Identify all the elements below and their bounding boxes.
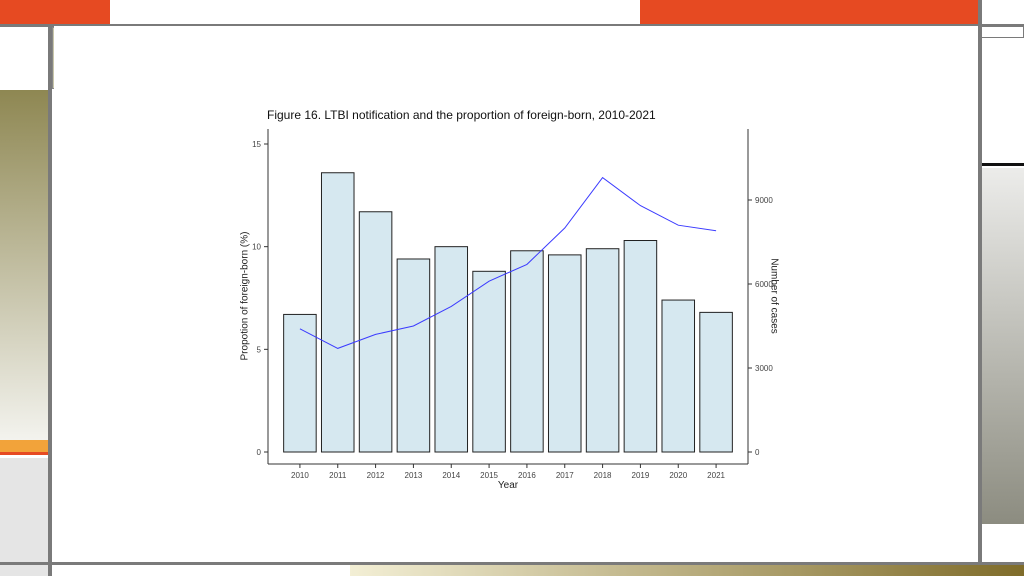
bar xyxy=(472,270,506,453)
y-tick-label-right: 3000 xyxy=(755,364,773,373)
bar xyxy=(623,240,658,453)
bottom-gradient-bar xyxy=(350,565,1024,576)
y-tick-label-right: 6000 xyxy=(755,280,773,289)
bar xyxy=(547,254,582,453)
x-tick-label: 2020 xyxy=(669,471,687,480)
bar xyxy=(283,313,317,453)
y-tick-label-left: 5 xyxy=(257,345,262,354)
y-tick-label-left: 15 xyxy=(252,140,261,149)
right-gradient-strip xyxy=(982,168,1024,524)
bar xyxy=(699,311,733,453)
x-tick-label: 2011 xyxy=(329,471,347,480)
bar xyxy=(434,246,469,453)
x-tick-label: 2012 xyxy=(367,471,385,480)
left-gradient-strip xyxy=(0,90,48,440)
y-tick-label-left: 0 xyxy=(257,448,262,457)
y-axis-right-label: Number of cases xyxy=(768,258,780,334)
y-tick-label-right: 0 xyxy=(755,448,760,457)
left-bottom-gray-block xyxy=(0,458,48,576)
bottom-gray-rule xyxy=(0,562,1024,565)
y-axis-left-label: Propotion of foreign-born (%) xyxy=(239,231,251,361)
bar xyxy=(585,248,620,453)
y-tick-label-left: 10 xyxy=(252,243,261,252)
x-tick-label: 2019 xyxy=(632,471,650,480)
chart-title: Figure 16. LTBI notification and the pro… xyxy=(267,108,656,122)
bar xyxy=(661,299,696,453)
top-right-orange-bar xyxy=(640,0,978,24)
bar xyxy=(320,172,355,453)
top-left-orange-bar xyxy=(0,0,110,24)
y-tick-label-right: 9000 xyxy=(755,196,773,205)
x-tick-label: 2018 xyxy=(594,471,612,480)
x-tick-label: 2010 xyxy=(291,471,309,480)
x-tick-label: 2013 xyxy=(405,471,423,480)
x-tick-label: 2016 xyxy=(518,471,536,480)
right-dark-line xyxy=(982,163,1024,166)
x-tick-label: 2017 xyxy=(556,471,574,480)
left-vertical-rule xyxy=(48,24,52,576)
x-tick-label: 2021 xyxy=(707,471,725,480)
line-series-cases xyxy=(299,176,717,349)
right-vertical-rule xyxy=(978,0,982,576)
bar xyxy=(396,258,431,453)
x-axis-label: Year xyxy=(497,480,519,491)
bar xyxy=(510,250,544,453)
x-tick-label: 2015 xyxy=(480,471,498,480)
left-orange-accent xyxy=(0,440,48,455)
x-tick-label: 2014 xyxy=(442,471,460,480)
top-gray-rule xyxy=(0,24,1024,27)
